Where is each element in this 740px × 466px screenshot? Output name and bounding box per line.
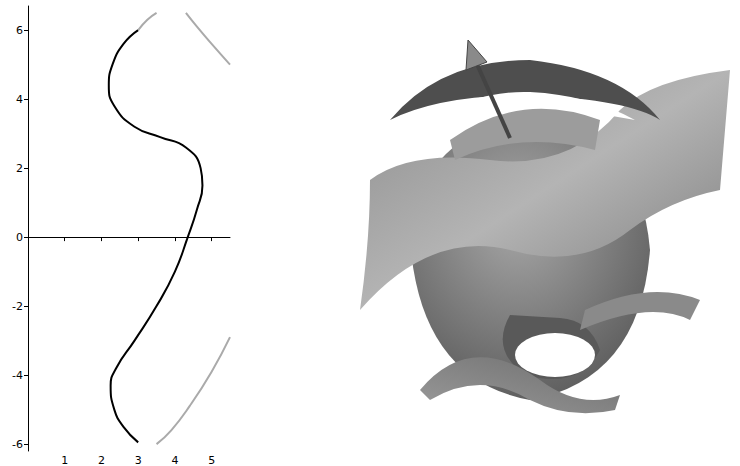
svg-text:4: 4 [171, 454, 178, 466]
svg-text:2: 2 [16, 162, 23, 175]
svg-text:1: 1 [61, 454, 68, 466]
svg-text:6: 6 [16, 24, 23, 37]
svg-text:3: 3 [135, 454, 142, 466]
svg-text:-4: -4 [12, 369, 23, 382]
svg-text:-6: -6 [12, 438, 23, 451]
svg-text:0: 0 [16, 231, 23, 244]
svg-text:4: 4 [16, 93, 23, 106]
svg-text:2: 2 [98, 454, 105, 466]
svg-text:-2: -2 [12, 300, 23, 313]
svg-text:5: 5 [208, 454, 215, 466]
